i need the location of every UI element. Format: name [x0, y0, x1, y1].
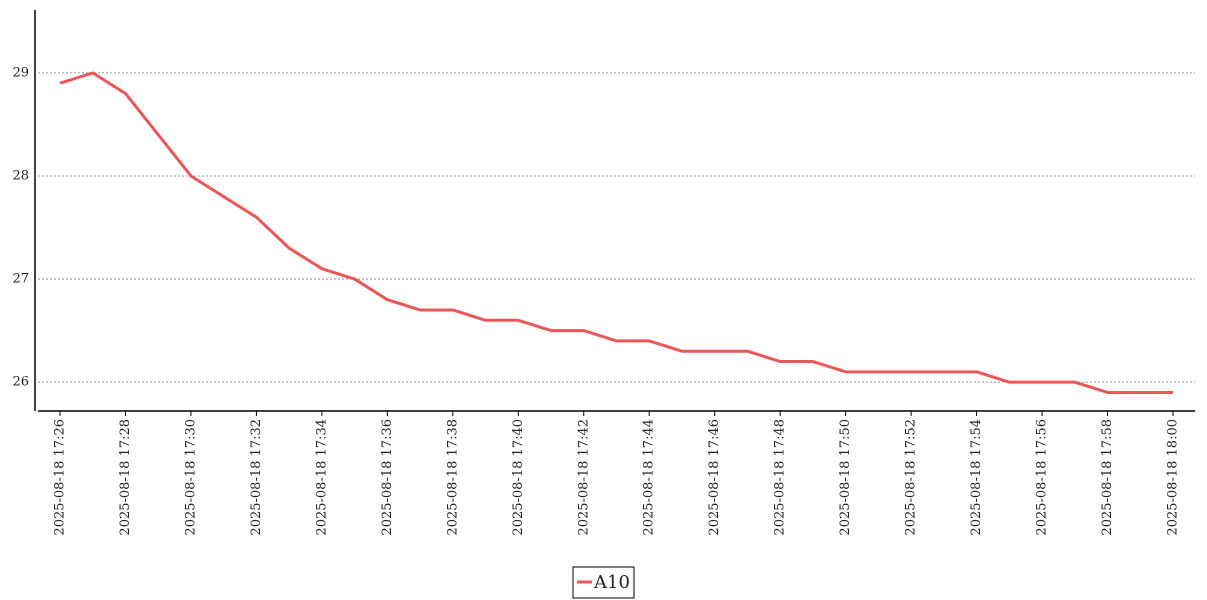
y-tick-label: 26 — [12, 375, 29, 390]
x-tick-label: 2025-08-18 17:38 — [445, 419, 460, 536]
x-tick-label: 2025-08-18 17:34 — [314, 419, 329, 536]
legend-label: A10 — [593, 572, 630, 593]
x-tick-label: 2025-08-18 18:00 — [1166, 419, 1181, 536]
y-tick-label: 27 — [12, 272, 29, 287]
series-line — [59, 71, 1173, 394]
x-tick-label: 2025-08-18 17:54 — [969, 419, 984, 536]
y-tick-label: 28 — [12, 168, 29, 183]
x-tick-label: 2025-08-18 17:32 — [249, 419, 264, 536]
x-tick-label: 2025-08-18 17:52 — [904, 419, 919, 536]
x-tick-label: 2025-08-18 17:26 — [53, 419, 68, 536]
x-tick-label: 2025-08-18 17:30 — [183, 419, 198, 536]
x-tick-label: 2025-08-18 17:56 — [1035, 419, 1050, 536]
x-tick-label: 2025-08-18 17:58 — [1100, 419, 1115, 536]
x-tick-label: 2025-08-18 17:28 — [118, 419, 133, 536]
x-tick-label: 2025-08-18 17:46 — [707, 419, 722, 536]
x-tick-label: 2025-08-18 17:42 — [576, 419, 591, 536]
x-tick-label: 2025-08-18 17:36 — [380, 419, 395, 536]
x-tick-label: 2025-08-18 17:40 — [511, 419, 526, 536]
x-tick-label: 2025-08-18 17:44 — [642, 419, 657, 536]
y-tick-label: 29 — [12, 65, 29, 80]
x-tick-label: 2025-08-18 17:48 — [773, 419, 788, 536]
x-tick-label: 2025-08-18 17:50 — [838, 419, 853, 536]
